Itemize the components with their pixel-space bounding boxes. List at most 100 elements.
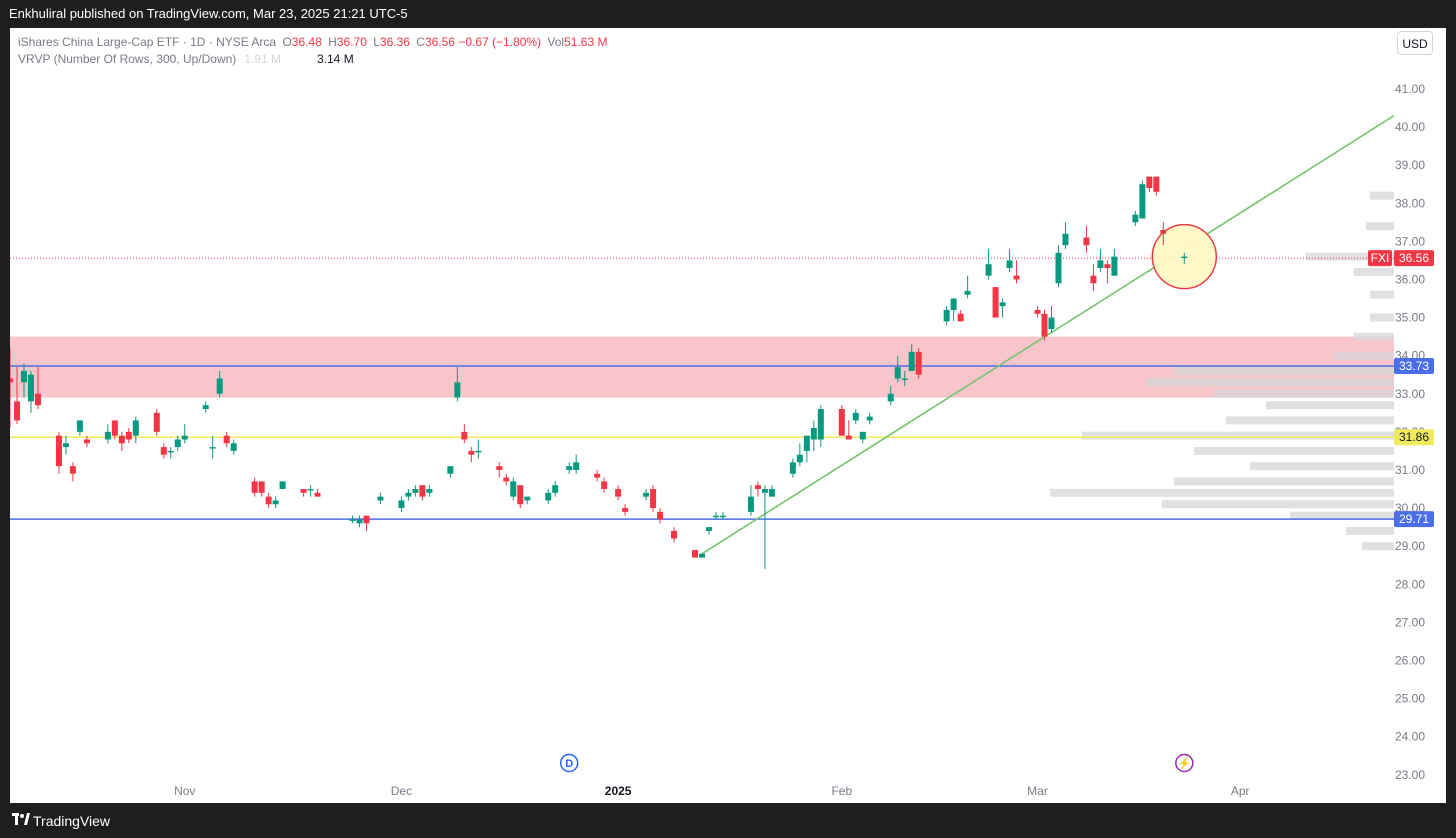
candle — [950, 298, 957, 322]
candle — [426, 485, 433, 497]
candle-body — [300, 489, 307, 493]
candle-body — [1055, 252, 1062, 284]
candle — [817, 405, 824, 448]
symbol-tag-label: FXI — [1371, 251, 1390, 265]
last-price-label: 36.56 — [1399, 251, 1429, 265]
event-marker — [1175, 753, 1194, 773]
volume-profile-bar — [1370, 191, 1394, 200]
candle — [789, 458, 796, 478]
candle-body — [985, 264, 992, 276]
price-chart[interactable]: D ⚡23.0024.0025.0026.0027.0028.0029.0030.… — [10, 28, 1446, 803]
candle-body — [265, 496, 272, 505]
candle — [132, 416, 139, 444]
y-tick-label: 39.00 — [1395, 158, 1425, 172]
candle — [265, 492, 272, 509]
candle — [62, 435, 69, 455]
close-label: C — [416, 35, 425, 49]
candle — [692, 549, 699, 558]
candle-body — [349, 519, 356, 521]
candle — [1160, 222, 1167, 246]
candle — [859, 431, 866, 444]
candle-body — [671, 530, 678, 539]
candle-body — [957, 313, 964, 322]
candle-body — [692, 549, 699, 558]
candle-body — [62, 443, 69, 448]
candle-body — [761, 489, 768, 493]
candle-body — [789, 462, 796, 474]
candle — [153, 409, 160, 436]
candle-body — [13, 401, 20, 421]
candle-body — [999, 302, 1006, 307]
chart-area[interactable]: D ⚡ 23.00 24.00 25.00 26.00 27.00 28.00 29.00 30.… — [10, 28, 1446, 803]
candle — [349, 515, 356, 524]
candle-body — [901, 378, 908, 381]
candle — [657, 508, 664, 524]
candle — [1041, 309, 1048, 341]
candle-body — [314, 492, 321, 497]
candle — [866, 412, 873, 425]
symbol-tag — [1368, 250, 1392, 267]
y-tick-label: 37.00 — [1395, 234, 1425, 248]
volume-profile-bar — [1346, 526, 1394, 535]
candle-body — [852, 412, 859, 421]
candle — [601, 477, 608, 493]
volume-profile-bar — [1290, 511, 1394, 520]
candle — [69, 462, 76, 482]
candle-body — [356, 519, 363, 524]
volume-profile-bar — [1226, 416, 1394, 425]
candle — [957, 309, 964, 322]
event-marker-label: ⚡ — [1177, 757, 1191, 770]
candle-body — [412, 489, 419, 493]
candle — [524, 496, 531, 505]
candle — [111, 420, 118, 440]
candle-body — [894, 367, 901, 379]
candle-body — [817, 409, 824, 440]
candle — [671, 527, 678, 543]
candle — [1013, 260, 1020, 284]
candle — [517, 485, 524, 509]
candle-body — [118, 435, 125, 444]
open-label: O — [282, 35, 292, 49]
tradingview-logo-icon — [12, 813, 30, 825]
candle — [1104, 260, 1111, 284]
candle-body — [615, 489, 622, 497]
x-tick-label: 2025 — [605, 784, 632, 798]
candle — [643, 489, 650, 501]
candle — [223, 431, 230, 448]
publish-header: Enkhuliral published on TradingView.com,… — [0, 0, 1456, 28]
last-price-tag — [1394, 250, 1434, 267]
candle — [552, 481, 559, 497]
candle-body — [363, 515, 370, 524]
candle-body — [803, 435, 810, 451]
candle — [1034, 306, 1041, 318]
candle — [230, 439, 237, 455]
candle — [363, 515, 370, 531]
candle-body — [216, 378, 223, 394]
volume-profile-bar — [1194, 446, 1394, 455]
candle — [1181, 252, 1188, 265]
candle — [118, 431, 125, 451]
candle — [34, 367, 41, 409]
level-price-tag — [1394, 357, 1434, 374]
candle-body — [943, 309, 950, 322]
candle-body — [650, 489, 657, 509]
candle — [699, 553, 705, 558]
level-price-label: 33.73 — [1399, 359, 1429, 373]
candle — [1111, 248, 1118, 276]
candle — [272, 496, 279, 509]
candle — [943, 306, 950, 326]
candle — [712, 511, 719, 520]
candle — [405, 489, 412, 501]
candle-body — [705, 527, 712, 531]
low-label: L — [373, 35, 380, 49]
candle-body — [1111, 256, 1118, 276]
candle-body — [1132, 214, 1139, 223]
candle — [503, 473, 510, 486]
candle — [76, 420, 83, 436]
candle-body — [279, 481, 286, 490]
candle — [300, 489, 307, 497]
candle — [1139, 180, 1146, 219]
candle-body — [76, 420, 83, 432]
y-tick-label: 40.00 — [1395, 120, 1425, 134]
currency-button[interactable]: USD — [1397, 31, 1433, 55]
